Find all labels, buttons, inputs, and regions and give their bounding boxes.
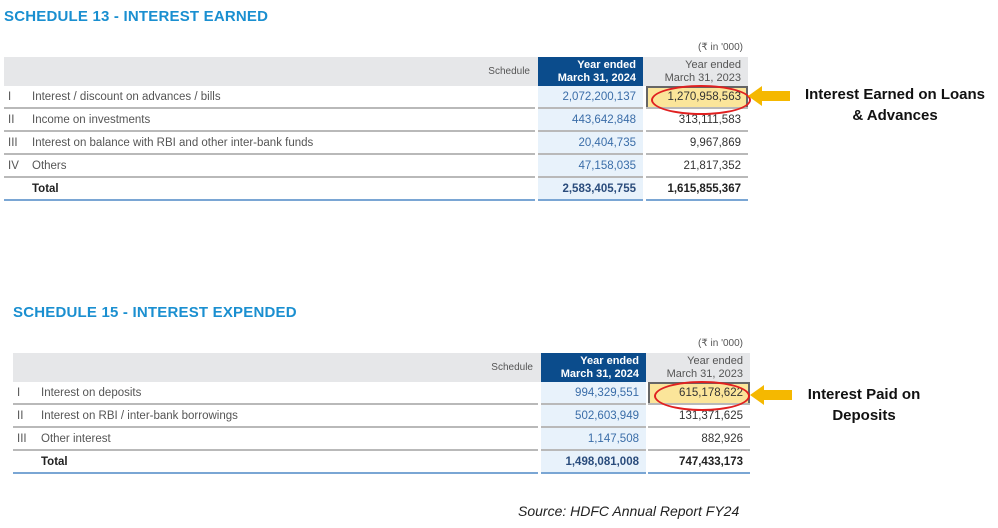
value-2023: 131,371,625 (679, 410, 743, 422)
header-line: Year ended (685, 59, 741, 71)
divider (541, 449, 646, 451)
arrow-icon (748, 86, 790, 106)
value-2023: 747,433,173 (679, 456, 743, 468)
divider (541, 426, 646, 428)
divider (13, 403, 538, 405)
value-2024: 20,404,735 (538, 132, 643, 155)
highlight-circle (654, 381, 750, 411)
value-2024: 443,642,848 (538, 109, 643, 132)
table-row: III Other interest 1,147,508 882,926 (13, 428, 750, 451)
divider (4, 199, 535, 201)
row-label: Total (32, 183, 59, 195)
value-2023: 1,615,855,367 (667, 183, 741, 195)
total-row: Total 2,583,405,755 1,615,855,367 (4, 178, 748, 201)
annotation-interest-paid: Interest Paid on Deposits (794, 384, 934, 426)
divider (13, 449, 538, 451)
header-line: March 31, 2023 (666, 368, 743, 380)
value-2024: 994,329,551 (541, 382, 646, 405)
row-label: Others (32, 160, 67, 172)
total-row: Total 1,498,081,008 747,433,173 (13, 451, 750, 474)
header-line: March 31, 2024 (560, 368, 639, 380)
table-header: Schedule Year ended March 31, 2024 Year e… (13, 353, 750, 382)
divider (13, 472, 538, 474)
table-row: I Interest on deposits 994,329,551 615,1… (13, 382, 750, 405)
row-number: III (8, 137, 18, 149)
row-label: Income on investments (32, 114, 151, 126)
highlight-circle (651, 85, 751, 115)
unit-note: (₹ in '000) (698, 338, 743, 349)
schedule-15-title: SCHEDULE 15 - INTEREST EXPENDED (13, 304, 297, 321)
annotation-line: Interest Earned on Loans (804, 86, 986, 103)
table-row: I Interest / discount on advances / bill… (4, 86, 748, 109)
table-row: IV Others 47,158,035 21,817,352 (4, 155, 748, 178)
row-number: II (8, 114, 15, 126)
divider (4, 130, 535, 132)
schedule-header: Schedule (491, 362, 533, 373)
header-previous-year: Year ended March 31, 2023 (648, 353, 750, 382)
divider (4, 107, 535, 109)
header-line: Year ended (577, 59, 636, 71)
row-label: Total (41, 456, 68, 468)
header-previous-year: Year ended March 31, 2023 (646, 57, 748, 86)
divider (646, 199, 748, 201)
schedule-13-table: Schedule Year ended March 31, 2024 Year e… (4, 57, 748, 201)
annotation-line: Interest Paid on (807, 386, 921, 403)
row-label: Interest on RBI / inter-bank borrowings (41, 410, 238, 422)
value-2023: 9,967,869 (689, 137, 741, 149)
row-label: Interest on balance with RBI and other i… (32, 137, 314, 149)
header-current-year: Year ended March 31, 2024 (538, 57, 643, 86)
divider (541, 403, 646, 405)
value-2024: 47,158,035 (538, 155, 643, 178)
header-line: Year ended (687, 355, 743, 367)
row-number: III (17, 433, 27, 445)
table-header: Schedule Year ended March 31, 2024 Year e… (4, 57, 748, 86)
row-number: II (17, 410, 24, 422)
value-2024: 1,147,508 (541, 428, 646, 451)
value-2024: 2,072,200,137 (538, 86, 643, 109)
row-number: I (8, 91, 12, 103)
row-number: IV (8, 160, 19, 172)
divider (13, 426, 538, 428)
row-label: Other interest (41, 433, 111, 445)
row-number: I (17, 387, 21, 399)
schedule-header: Schedule (488, 66, 530, 77)
divider (538, 130, 643, 132)
row-label: Interest on deposits (41, 387, 142, 399)
annotation-line: & Advances (852, 107, 938, 124)
divider (541, 472, 646, 474)
divider (4, 153, 535, 155)
row-label: Interest / discount on advances / bills (32, 91, 221, 103)
table-row: III Interest on balance with RBI and oth… (4, 132, 748, 155)
table-row: II Income on investments 443,642,848 313… (4, 109, 748, 132)
table-row: II Interest on RBI / inter-bank borrowin… (13, 405, 750, 428)
divider (538, 107, 643, 109)
value-2023: 21,817,352 (683, 160, 741, 172)
value-2024: 2,583,405,755 (538, 178, 643, 201)
divider (646, 130, 748, 132)
divider (538, 153, 643, 155)
annotation-line: Deposits (832, 407, 896, 424)
value-2024: 502,603,949 (541, 405, 646, 428)
divider (646, 176, 748, 178)
annotation-interest-earned: Interest Earned on Loans & Advances (792, 84, 998, 126)
schedule-15-table: Schedule Year ended March 31, 2024 Year e… (13, 353, 750, 474)
schedule-13-title: SCHEDULE 13 - INTEREST EARNED (4, 8, 269, 25)
value-2023: 882,926 (701, 433, 743, 445)
divider (648, 449, 750, 451)
divider (648, 426, 750, 428)
divider (538, 176, 643, 178)
header-line: March 31, 2023 (664, 72, 741, 84)
value-2023: 313,111,583 (678, 114, 741, 126)
divider (646, 153, 748, 155)
value-2024: 1,498,081,008 (541, 451, 646, 474)
divider (538, 199, 643, 201)
divider (4, 176, 535, 178)
divider (648, 472, 750, 474)
unit-note: (₹ in '000) (698, 42, 743, 53)
header-line: March 31, 2024 (557, 72, 636, 84)
arrow-icon (750, 385, 792, 405)
source-note: Source: HDFC Annual Report FY24 (518, 503, 740, 519)
header-current-year: Year ended March 31, 2024 (541, 353, 646, 382)
header-line: Year ended (580, 355, 639, 367)
